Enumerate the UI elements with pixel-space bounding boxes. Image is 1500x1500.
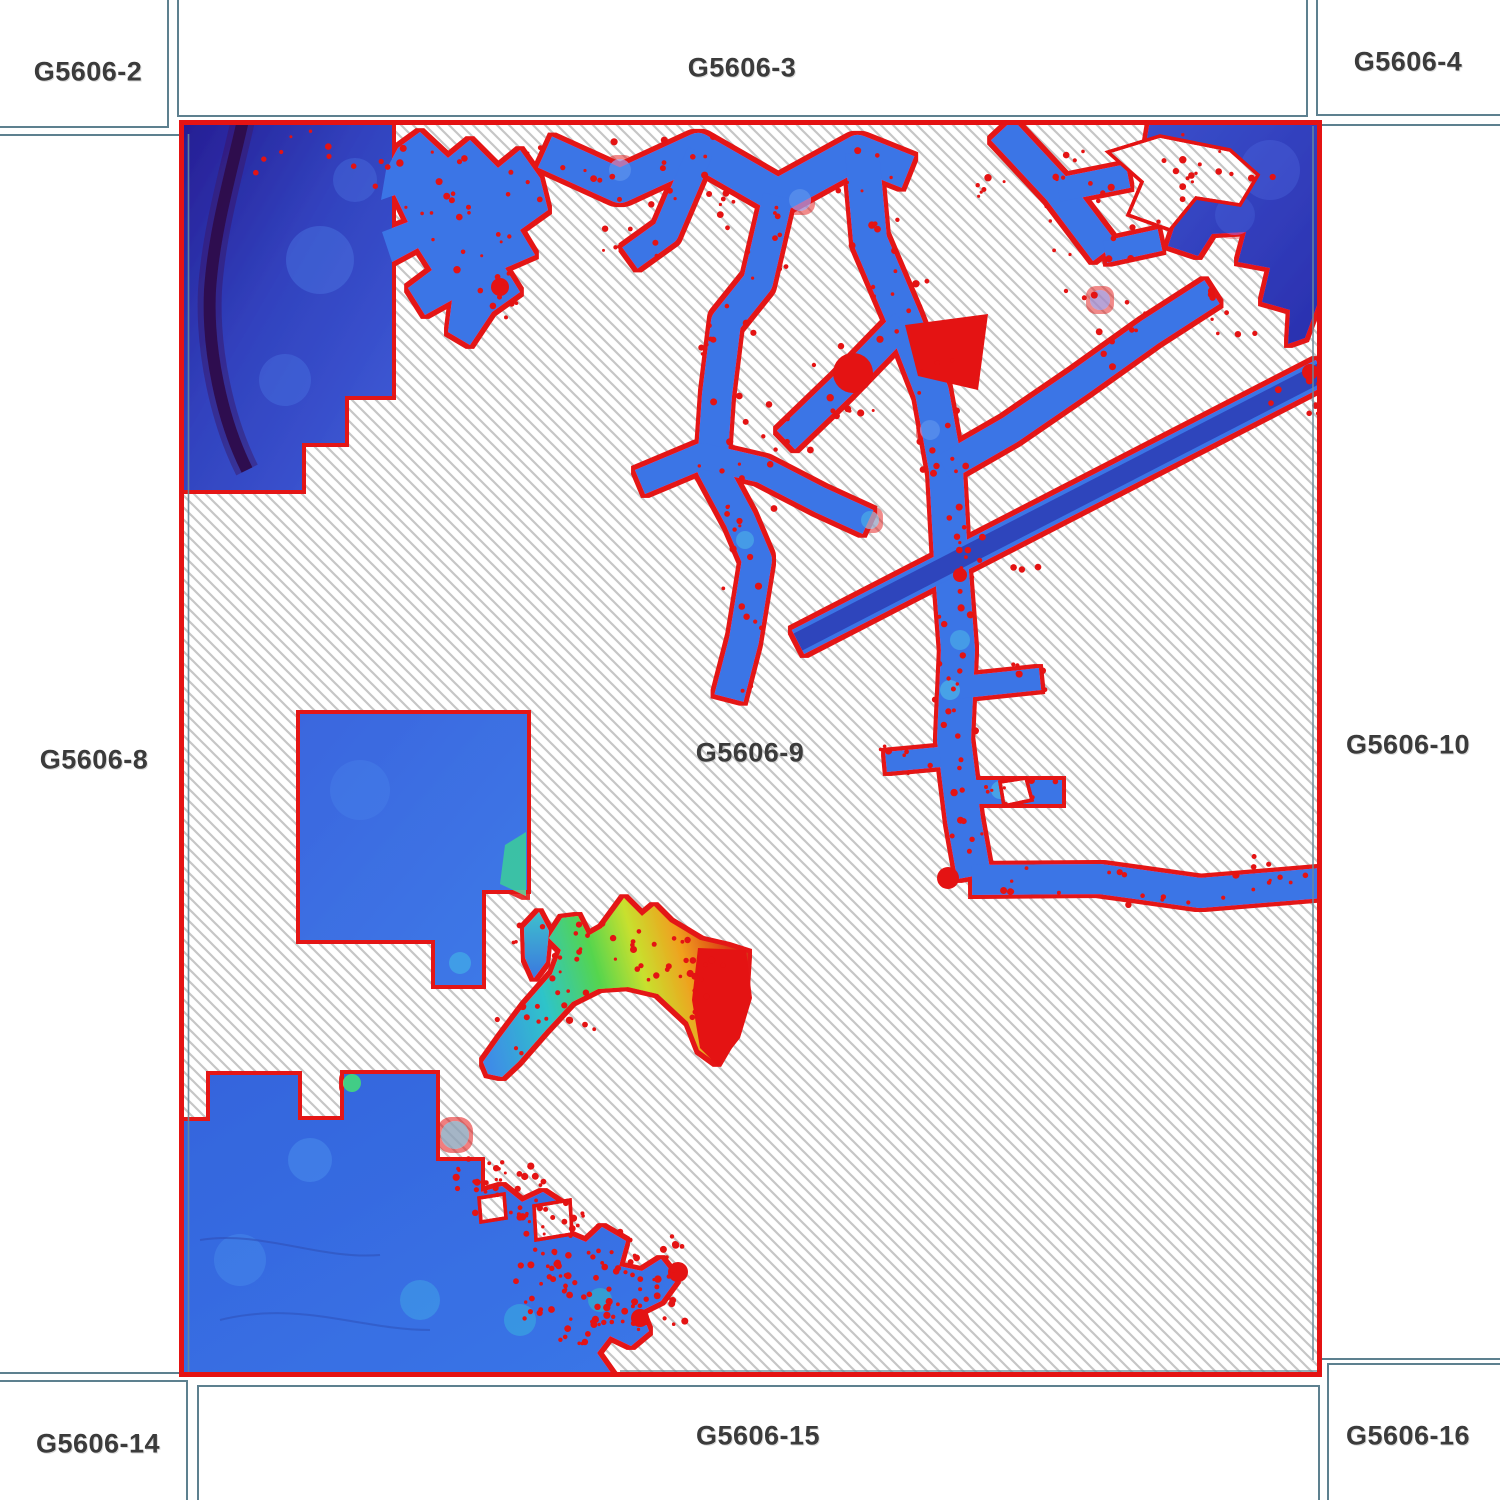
tile-g5606-8 (0, 134, 188, 1374)
red-change-points (253, 129, 1322, 1349)
tile-label-g5606-2: G5606-2 (33, 56, 143, 87)
tile-label-g5606-14: G5606-14 (35, 1428, 161, 1459)
tile-label-g5606-16: G5606-16 (1345, 1420, 1471, 1451)
sheet-boundary (179, 120, 1322, 1377)
tile-g5606-10 (1316, 124, 1500, 1360)
tile-g5606-14 (0, 1380, 188, 1500)
tile-label-g5606-8: G5606-8 (39, 744, 149, 775)
tile-label-g5606-10: G5606-10 (1345, 729, 1471, 760)
tile-label-g5606-15: G5606-15 (695, 1420, 821, 1451)
raster-data-layer (179, 120, 1322, 1377)
tile-label-g5606-3: G5606-3 (687, 52, 797, 83)
elevation-raster-canvas (179, 120, 1322, 1377)
map-sheet-g5606-9 (179, 120, 1322, 1377)
tile-g5606-3 (177, 0, 1308, 117)
tile-g5606-4 (1316, 0, 1500, 116)
tile-g5606-2 (0, 0, 169, 128)
inner-neatlines (187, 126, 1322, 1374)
tile-g5606-16 (1327, 1363, 1500, 1500)
center-sheet-label: G5606-9 (695, 737, 805, 768)
tile-label-g5606-4: G5606-4 (1353, 46, 1463, 77)
tile-g5606-15 (197, 1385, 1320, 1500)
